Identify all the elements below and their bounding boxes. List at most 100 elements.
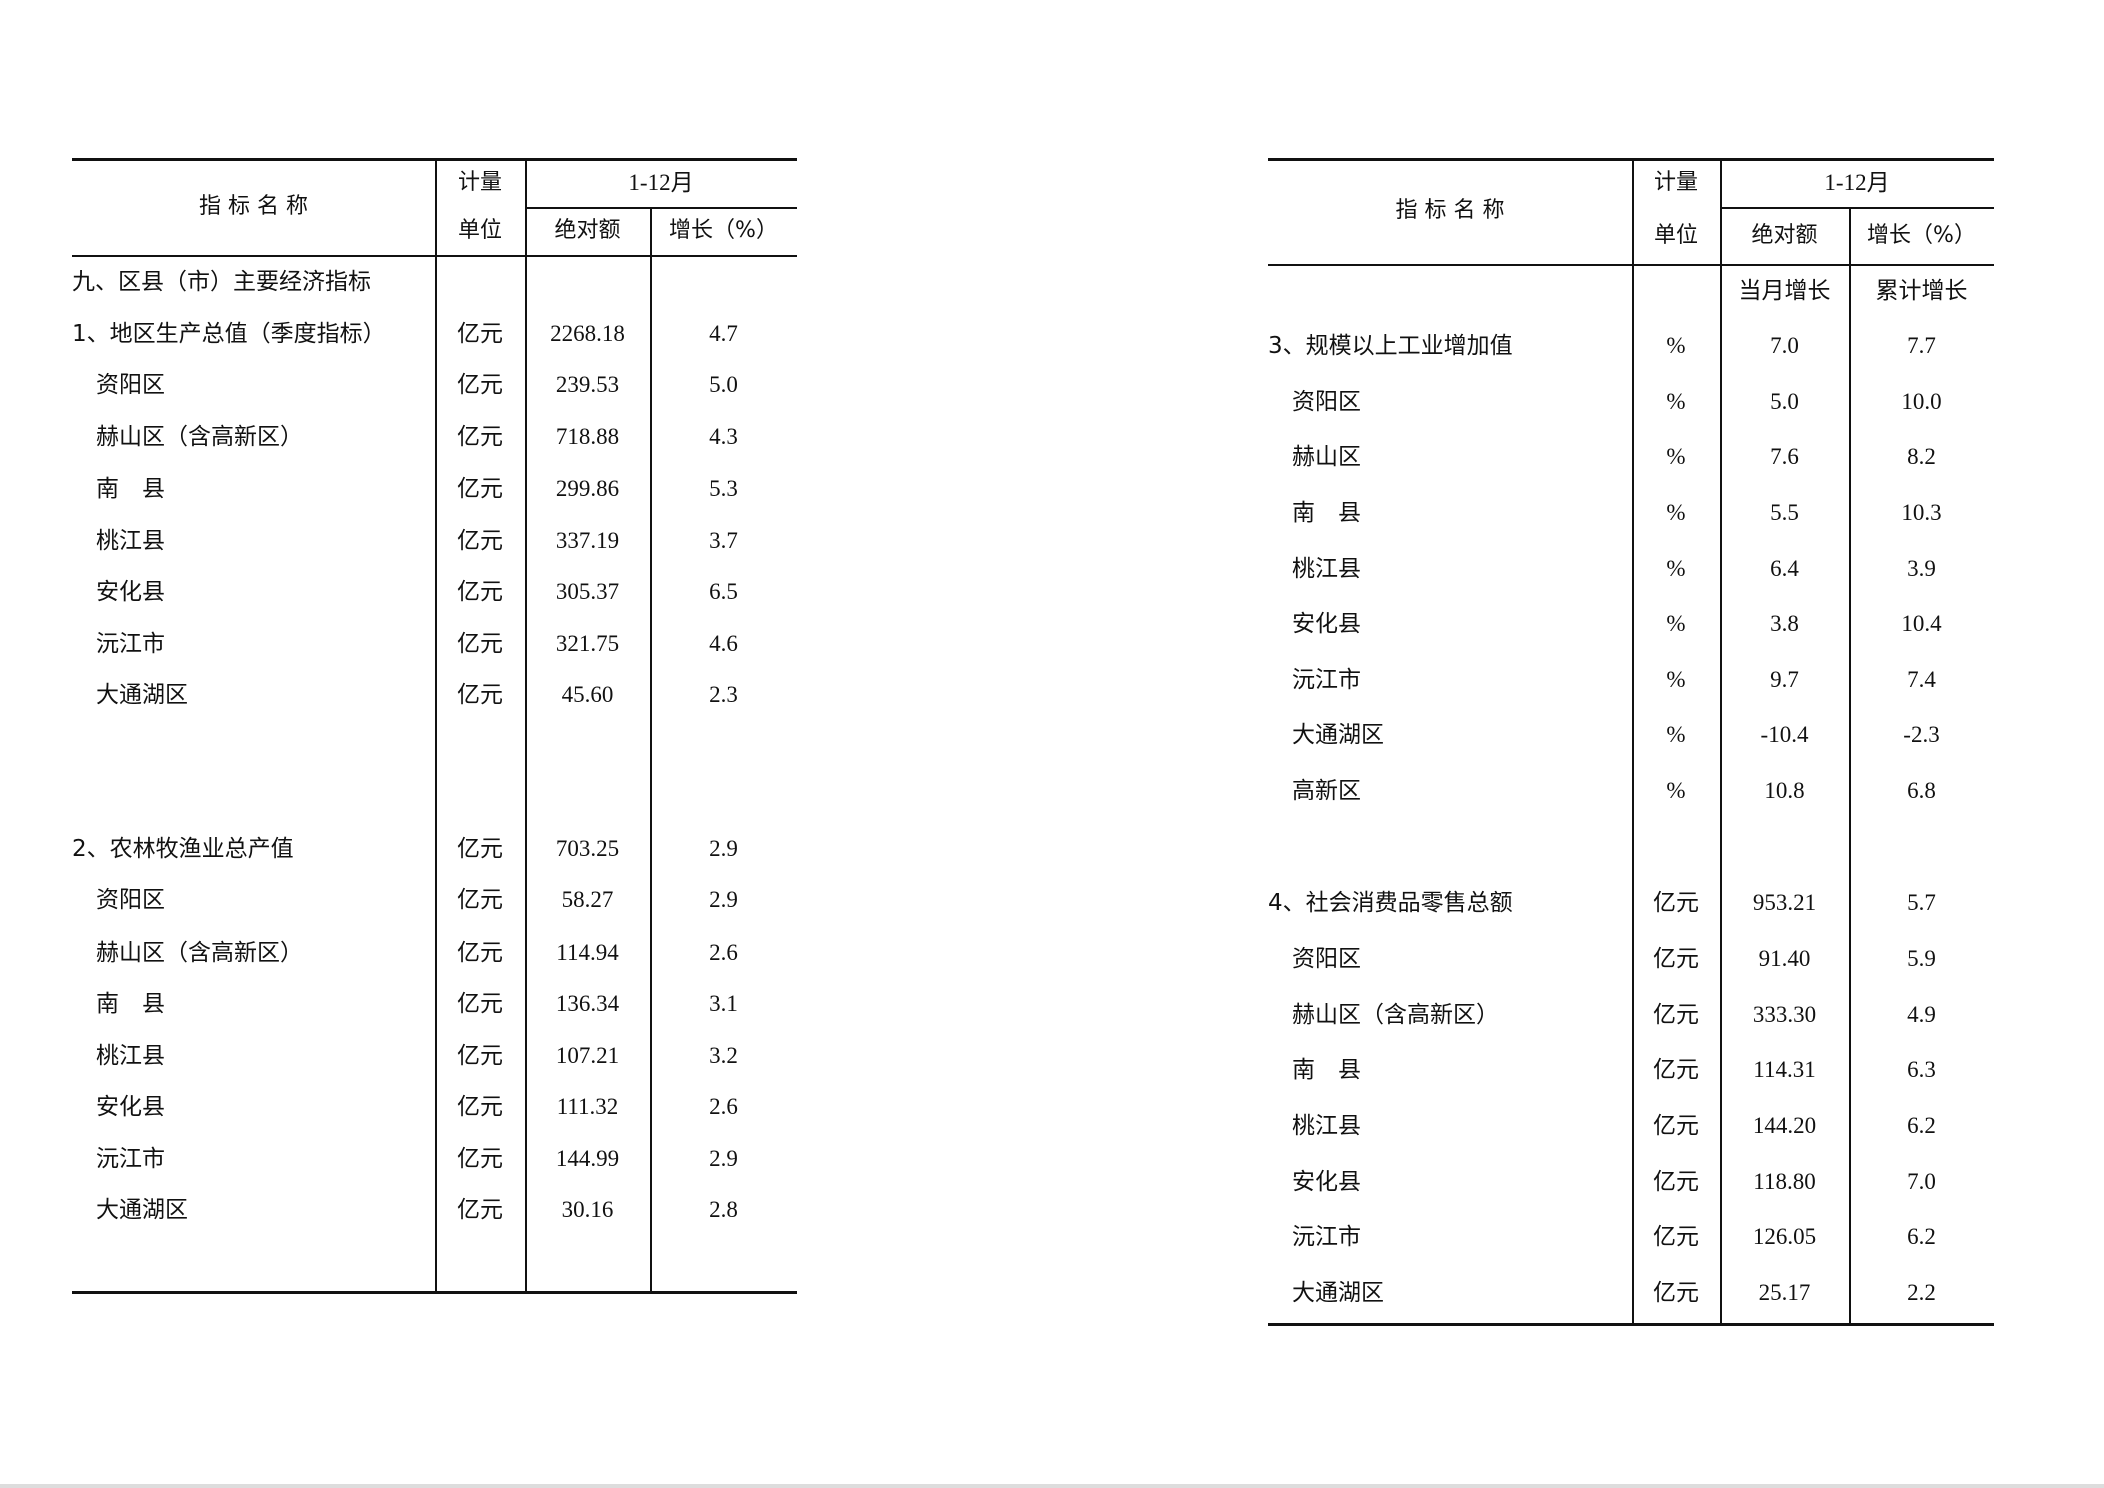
- row-indicator-name: 安化县: [1292, 611, 1361, 636]
- row-growth: 5.0: [709, 372, 738, 397]
- row-unit: 亿元: [457, 940, 503, 965]
- row-indicator-name: 桃江县: [1292, 1113, 1361, 1138]
- row-value: 30.16: [561, 1197, 614, 1222]
- row-growth: 6.8: [1907, 778, 1936, 803]
- row-unit: %: [1666, 444, 1686, 469]
- header-absolute-value: 绝对额: [1751, 222, 1818, 248]
- row-growth: 2.6: [709, 1094, 738, 1119]
- row-indicator-name: 大通湖区: [1292, 1280, 1384, 1305]
- row-growth: 4.6: [709, 631, 738, 656]
- row-growth: 3.2: [709, 1043, 738, 1068]
- row-value: 25.17: [1758, 1280, 1811, 1305]
- subheader-cumulative-growth: 累计增长: [1875, 278, 1968, 303]
- row-unit: 亿元: [457, 579, 503, 604]
- header-unit-line2: 单位: [1653, 222, 1698, 248]
- row-unit: 亿元: [1653, 1280, 1699, 1305]
- column-rule: [1632, 158, 1634, 1323]
- row-growth: 6.2: [1907, 1113, 1936, 1138]
- row-indicator-name: 4、社会消费品零售总额: [1268, 890, 1513, 916]
- table-bottom-rule: [1268, 1323, 1994, 1326]
- row-unit: 亿元: [1653, 890, 1699, 915]
- row-unit: %: [1666, 389, 1686, 414]
- row-value: 10.8: [1764, 778, 1805, 803]
- row-growth: 3.1: [709, 991, 738, 1016]
- header-growth: 增长（%）: [669, 218, 778, 243]
- row-growth: 7.0: [1907, 1169, 1936, 1194]
- column-rule: [1720, 158, 1722, 1323]
- row-indicator-name: 沅江市: [96, 1146, 165, 1171]
- row-unit: %: [1666, 778, 1686, 803]
- row-indicator-name: 沅江市: [96, 631, 165, 656]
- row-value: 9.7: [1770, 667, 1799, 692]
- row-indicator-name: 安化县: [96, 579, 165, 604]
- column-rule: [1849, 207, 1851, 1323]
- row-value: 91.40: [1758, 946, 1811, 971]
- header-bottom-rule: [1268, 264, 1994, 266]
- column-rule: [525, 158, 527, 1291]
- row-indicator-name: 高新区: [1292, 778, 1361, 803]
- row-value: -10.4: [1760, 722, 1809, 747]
- row-indicator-name: 赫山区（含高新区）: [96, 940, 303, 965]
- row-growth: 2.9: [709, 887, 738, 912]
- column-rule: [435, 158, 437, 1291]
- table-top-rule: [72, 158, 797, 161]
- row-indicator-name: 资阳区: [1292, 389, 1361, 414]
- header-period: 1-12月: [1824, 169, 1890, 195]
- row-value: 333.30: [1752, 1002, 1817, 1027]
- row-value: 5.0: [1770, 389, 1799, 414]
- row-unit: 亿元: [457, 528, 503, 553]
- row-value: 5.5: [1770, 500, 1799, 525]
- header-unit-line1: 计量: [457, 169, 502, 195]
- row-unit: 亿元: [1653, 1224, 1699, 1249]
- row-unit: 亿元: [457, 372, 503, 397]
- row-value: 118.80: [1753, 1169, 1816, 1194]
- row-unit: 亿元: [457, 887, 503, 912]
- row-unit: 亿元: [457, 424, 503, 449]
- row-growth: 5.9: [1907, 946, 1936, 971]
- row-value: 58.27: [561, 887, 614, 912]
- row-indicator-name: 1、地区生产总值（季度指标）: [72, 321, 386, 347]
- row-indicator-name: 赫山区（含高新区）: [96, 424, 303, 449]
- row-value: 107.21: [555, 1043, 620, 1068]
- row-unit: 亿元: [1653, 1057, 1699, 1082]
- row-value: 703.25: [555, 836, 620, 861]
- row-value: 7.6: [1770, 444, 1799, 469]
- page-bottom-edge: [0, 1484, 2104, 1488]
- subheader-monthly-growth: 当月增长: [1738, 278, 1831, 303]
- row-value: 144.20: [1752, 1113, 1817, 1138]
- row-value: 136.34: [555, 991, 620, 1016]
- row-indicator-name: 赫山区（含高新区）: [1292, 1002, 1499, 1027]
- row-unit: 亿元: [457, 631, 503, 656]
- row-unit: %: [1666, 333, 1686, 358]
- row-unit: 亿元: [457, 1197, 503, 1222]
- row-growth: 3.7: [709, 528, 738, 553]
- header-unit-line1: 计量: [1653, 169, 1698, 195]
- row-unit: 亿元: [457, 476, 503, 501]
- row-unit: %: [1666, 500, 1686, 525]
- row-growth: 8.2: [1907, 444, 1936, 469]
- row-growth: 5.3: [709, 476, 738, 501]
- row-indicator-name: 3、规模以上工业增加值: [1268, 333, 1513, 359]
- row-growth: 4.9: [1907, 1002, 1936, 1027]
- row-value: 45.60: [561, 682, 614, 707]
- row-growth: 7.7: [1907, 333, 1936, 358]
- row-unit: 亿元: [457, 836, 503, 861]
- row-growth: 2.9: [709, 1146, 738, 1171]
- row-growth: 10.3: [1901, 500, 1942, 525]
- table-bottom-rule: [72, 1291, 797, 1294]
- row-indicator-name: 沅江市: [1292, 1224, 1361, 1249]
- row-indicator-name: 南 县: [96, 476, 165, 501]
- row-growth: -2.3: [1903, 722, 1940, 747]
- header-bottom-rule: [72, 255, 797, 257]
- row-indicator-name: 桃江县: [96, 528, 165, 553]
- header-absolute-value: 绝对额: [554, 218, 621, 243]
- row-indicator-name: 大通湖区: [1292, 722, 1384, 747]
- row-value: 2268.18: [550, 321, 625, 346]
- row-unit: 亿元: [457, 1043, 503, 1068]
- row-unit: 亿元: [457, 1094, 503, 1119]
- row-value: 126.05: [1752, 1224, 1817, 1249]
- row-indicator-name: 大通湖区: [96, 682, 188, 707]
- column-rule: [650, 207, 652, 1291]
- header-indicator-name: 指 标 名 称: [199, 193, 308, 219]
- row-growth: 2.2: [1907, 1280, 1936, 1305]
